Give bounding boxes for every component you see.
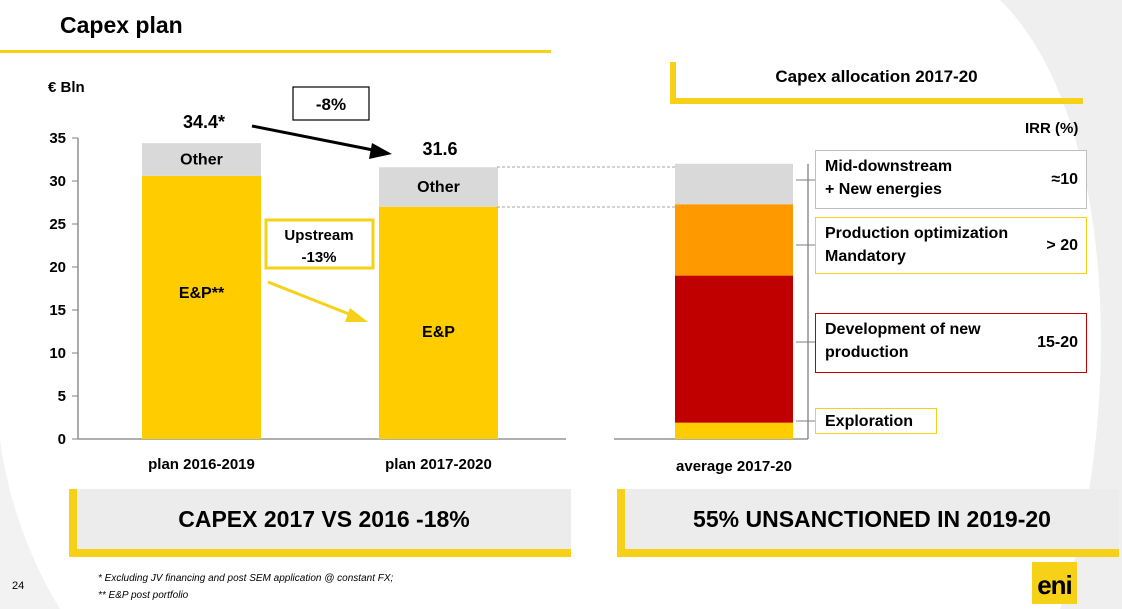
eni-logo-text: eni (1037, 570, 1073, 600)
change-box (292, 86, 370, 121)
y-tick-label: 15 (49, 302, 66, 319)
page-title: Capex plan (60, 12, 183, 38)
allocation-header: Capex allocation 2017-20 (670, 62, 1083, 104)
footnote-2: ** E&P post portfolio (98, 590, 189, 601)
alloc-bar-production-optimization-mandatory (675, 204, 793, 276)
legend-exploration: Exploration (815, 408, 937, 434)
upstream-arrow-head (345, 308, 368, 322)
bar-label: E&P (422, 324, 455, 341)
bar-label: E&P** (179, 285, 225, 302)
allocation-title: Capex allocation 2017-20 (775, 67, 978, 86)
category-label: plan 2016-2019 (148, 456, 255, 473)
upstream-change-line1: Upstream (284, 227, 353, 244)
legend-exploration-line1: Exploration (825, 413, 914, 430)
category-label: average 2017-20 (676, 458, 792, 475)
legend-production-optimization-irr: > 20 (1046, 236, 1078, 254)
total-label-2016-2019: 34.4* (183, 112, 225, 132)
legend-production-optimization-line2: Mandatory (825, 248, 906, 265)
legend-mid-downstream: Mid-downstream + New energies ≈10 (815, 150, 1087, 209)
banner-right: 55% UNSANCTIONED IN 2019-20 (617, 489, 1119, 557)
bar-label: Other (417, 179, 460, 196)
alloc-bar-exploration (675, 422, 793, 439)
legend-mid-downstream-irr: ≈10 (1051, 170, 1078, 188)
bar-e-p-2 (379, 206, 498, 439)
change-arrow (251, 124, 379, 153)
alloc-bar-mid-downstream-new-energies (675, 163, 793, 205)
banner-right-text: 55% UNSANCTIONED IN 2019-20 (625, 489, 1119, 549)
y-tick-label: 25 (49, 216, 66, 233)
unit-label: € Bln (48, 79, 85, 96)
y-tick-label: 30 (49, 173, 66, 190)
legend-mid-downstream-line2: + New energies (825, 181, 942, 198)
legend-production-optimization-line1: Production optimization (825, 225, 1009, 242)
legend-development-line2: production (825, 344, 909, 361)
banner-left-text: CAPEX 2017 VS 2016 -18% (77, 489, 571, 549)
category-label: plan 2017-2020 (385, 456, 492, 473)
y-tick-label: 20 (49, 259, 66, 276)
change-arrow-head (369, 143, 392, 159)
legend-development-line1: Development of new (825, 321, 981, 338)
bar-label: Other (180, 152, 223, 169)
irr-header: IRR (%) (1025, 120, 1079, 137)
banner-left: CAPEX 2017 VS 2016 -18% (69, 489, 571, 557)
upstream-arrow (267, 280, 355, 318)
y-tick-label: 35 (49, 130, 66, 147)
legend-production-optimization: Production optimization Mandatory > 20 (815, 217, 1087, 274)
bar-e-p-1 (142, 175, 261, 439)
legend-mid-downstream-line1: Mid-downstream (825, 158, 953, 175)
alloc-bar-development-of-new-production (675, 275, 793, 423)
page-number: 24 (12, 580, 25, 592)
legend-development-irr: 15-20 (1037, 334, 1078, 351)
legend-development: Development of new production 15-20 (815, 313, 1087, 373)
y-tick-label: 0 (58, 431, 66, 448)
upstream-change-box (264, 218, 375, 270)
change-label: -8% (316, 95, 346, 114)
bar-other-2 (379, 167, 498, 207)
y-tick-label: 5 (58, 388, 66, 405)
y-tick-label: 10 (49, 345, 66, 362)
title-underline (0, 50, 551, 53)
footnote-1: * Excluding JV financing and post SEM ap… (98, 573, 394, 584)
eni-logo: eni (1032, 562, 1077, 604)
upstream-change-line2: -13% (301, 249, 336, 266)
bar-other-1 (142, 143, 261, 176)
total-label-2017-2020: 31.6 (422, 139, 457, 159)
